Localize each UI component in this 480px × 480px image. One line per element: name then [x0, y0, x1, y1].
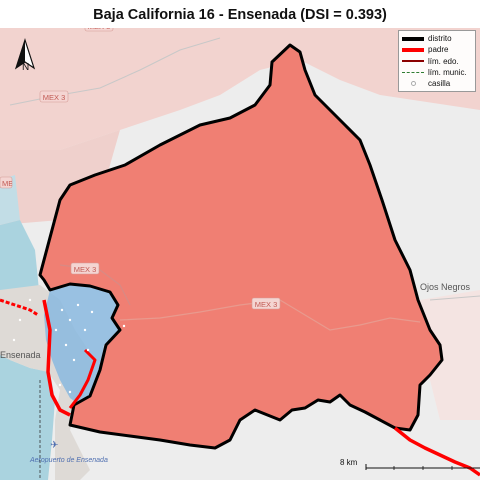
legend: distrito padre lím. edo. lím. munic. cas…: [398, 30, 476, 92]
parent-boundary-coast: [0, 298, 39, 317]
legend-item-lim-munic: lím. munic.: [402, 67, 472, 78]
road-label-mex3: MEX 3: [255, 300, 278, 309]
neighbor-region-east: [420, 290, 480, 420]
ocean: [0, 220, 55, 480]
road-label-mex3: MEX 3: [74, 265, 97, 274]
map-title: Baja California 16 - Ensenada (DSI = 0.3…: [0, 0, 480, 28]
legend-item-distrito: distrito: [402, 33, 472, 44]
legend-item-lim-edo: lím. edo.: [402, 56, 472, 67]
place-label-ojos-negros: Ojos Negros: [420, 282, 471, 292]
casilla-cluster: [44, 284, 120, 405]
north-arrow-icon: [14, 38, 36, 70]
road-ojos-negros: [429, 295, 480, 301]
scale-bar-ruler: [365, 464, 480, 470]
legend-item-padre: padre: [402, 44, 472, 55]
north-label: N: [22, 62, 30, 73]
road-mex3-east: [119, 299, 421, 331]
place-label-ensenada: Ensenada: [0, 350, 41, 360]
road-label-mex3: MEX 3: [43, 93, 66, 102]
legend-item-casilla: casilla: [402, 78, 472, 89]
road-label-mex3: MEX 3: [2, 179, 25, 188]
district-polygon: [38, 43, 444, 450]
scale-bar: 8 km: [340, 458, 480, 470]
neighbor-region-north: [0, 28, 480, 150]
casilla-dots: [12, 298, 126, 394]
parent-boundary-west: [42, 299, 71, 417]
airport-label: Aeropuerto de Ensenada: [29, 457, 108, 464]
airport-icon: ✈: [50, 440, 58, 451]
parent-boundary-inner: [68, 348, 97, 409]
scale-bar-label: 8 km: [340, 458, 358, 467]
road-label-group: MEX 3 MEX 3 MEX 3 MEX 3 MEX 3: [0, 19, 281, 310]
